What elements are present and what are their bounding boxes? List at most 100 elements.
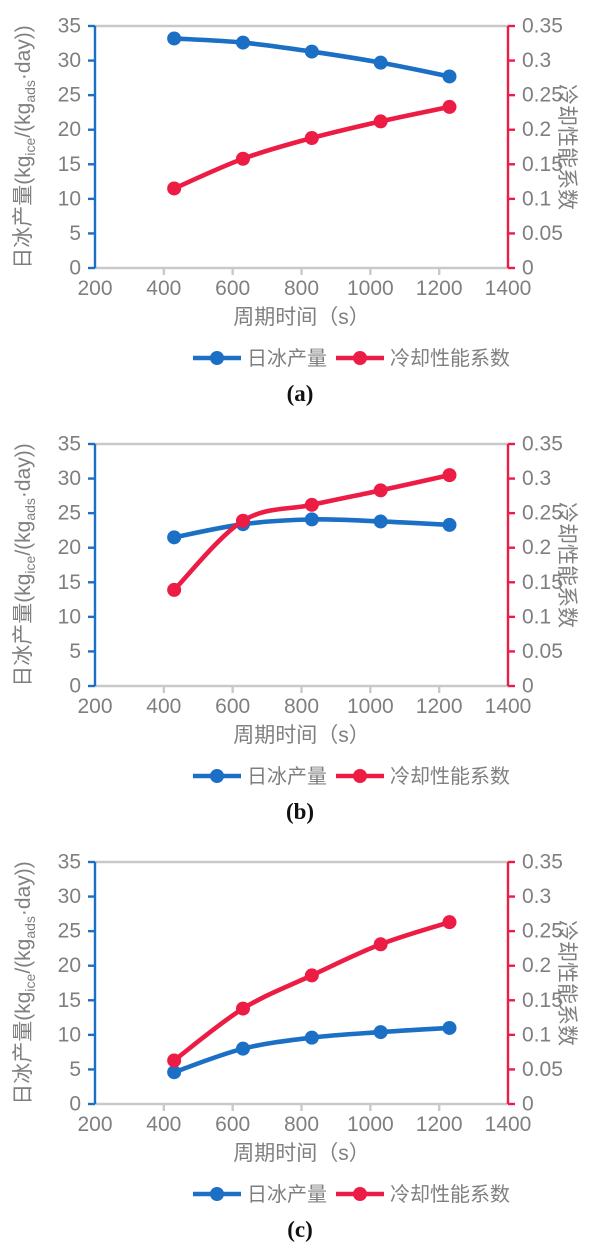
right-axis-title: 冷却性能系数	[555, 84, 578, 210]
right-tick-label: 0.2	[522, 954, 551, 977]
left-tick-label: 20	[58, 536, 81, 559]
data-point-cop	[373, 483, 388, 498]
legend-label: 日冰产量	[247, 347, 327, 370]
left-tick-label: 20	[58, 954, 81, 977]
legend-marker-dot	[210, 769, 224, 783]
legend-marker-dot	[353, 769, 367, 783]
ylabel-subscript: ads	[22, 80, 38, 103]
x-tick-label: 400	[146, 277, 181, 300]
x-tick-label: 400	[146, 695, 181, 718]
x-tick-label: 1200	[416, 1113, 463, 1136]
data-point-ice	[167, 1065, 182, 1080]
right-tick-label: 0.05	[522, 1058, 563, 1081]
x-tick-label: 1000	[347, 1113, 394, 1136]
left-tick-label: 10	[58, 605, 81, 628]
data-point-cop	[304, 497, 319, 512]
x-tick-label: 1200	[416, 695, 463, 718]
data-point-cop	[235, 513, 250, 528]
ylabel-segment: /(kg	[12, 521, 35, 556]
right-tick-label: 0.35	[522, 851, 563, 874]
ylabel-subscript: ice	[22, 973, 38, 991]
panel-c-caption: (c)	[287, 1217, 313, 1242]
left-tick-label: 35	[58, 851, 81, 874]
x-tick-label: 1000	[347, 277, 394, 300]
left-tick-label: 30	[58, 49, 81, 72]
data-point-ice	[304, 44, 319, 59]
data-point-cop	[442, 468, 457, 483]
left-tick-label: 0	[69, 675, 81, 698]
data-point-cop	[304, 968, 319, 983]
x-tick-label: 600	[215, 277, 250, 300]
data-point-cop	[235, 151, 250, 166]
ylabel-segment: 日冰产量(kg	[12, 156, 35, 269]
right-tick-label: 0	[522, 257, 534, 280]
series-line-cop	[171, 472, 452, 593]
x-tick-label: 600	[215, 1113, 250, 1136]
right-tick-label: 0.3	[522, 49, 551, 72]
right-tick-label: 0.15	[522, 153, 563, 176]
legend-marker-dot	[353, 351, 367, 365]
data-point-cop	[373, 937, 388, 952]
chart-a-canvas: 200 400 600 800 1000 1200 14000510152025303500…	[12, 15, 578, 371]
data-point-ice	[442, 69, 457, 84]
ylabel-segment: ·day))	[12, 443, 35, 498]
left-tick-label: 25	[58, 84, 81, 107]
right-tick-label: 0.2	[522, 118, 551, 141]
left-tick-label: 5	[69, 222, 81, 245]
left-tick-label: 30	[58, 885, 81, 908]
ylabel-segment: ·day))	[12, 25, 35, 80]
x-axis-title: 周期时间（s）	[233, 306, 370, 329]
data-point-ice	[304, 1030, 319, 1045]
left-axis-title: 日冰产量(kgice/(kgads·day))	[12, 861, 38, 1105]
x-tick-label: 1000	[347, 695, 394, 718]
ylabel-segment: 日冰产量(kg	[12, 574, 35, 687]
ylabel-segment: /(kg	[12, 103, 35, 138]
left-tick-label: 20	[58, 118, 81, 141]
ylabel-segment: ·day))	[12, 861, 35, 916]
right-tick-label: 0.05	[522, 222, 563, 245]
right-tick-label: 0.3	[522, 885, 551, 908]
left-tick-label: 0	[69, 257, 81, 280]
x-tick-label: 1200	[416, 277, 463, 300]
left-tick-label: 10	[58, 187, 81, 210]
ylabel-segment: /(kg	[12, 939, 35, 974]
left-tick-label: 15	[58, 571, 81, 594]
right-tick-label: 0.35	[522, 433, 563, 456]
legend-label: 冷却性能系数	[390, 1183, 510, 1206]
ylabel-subscript: ice	[22, 555, 38, 573]
chart-panel-a: 200 400 600 800 1000 1200 1400 0 5 10 15 20 25 30 35 0 0…	[0, 2, 600, 420]
legend-label: 冷却性能系数	[390, 765, 510, 788]
right-tick-label: 0.1	[522, 187, 551, 210]
chart-b-canvas: 200 400 600 800 1000 1200 14000510152025303500…	[12, 433, 578, 789]
data-point-ice	[167, 530, 182, 545]
legend-label: 日冰产量	[247, 1183, 327, 1206]
left-tick-label: 25	[58, 502, 81, 525]
data-point-cop	[304, 131, 319, 146]
right-tick-label: 0.25	[522, 502, 563, 525]
data-point-ice	[373, 514, 388, 529]
left-tick-label: 35	[58, 15, 81, 38]
data-point-ice	[304, 512, 319, 527]
left-tick-label: 25	[58, 920, 81, 943]
right-tick-label: 0.25	[522, 84, 563, 107]
data-point-cop	[442, 915, 457, 930]
x-tick-label: 800	[284, 277, 319, 300]
right-tick-label: 0.25	[522, 920, 563, 943]
data-point-ice	[373, 55, 388, 70]
data-point-cop	[373, 114, 388, 129]
x-tick-label: 200	[77, 1113, 112, 1136]
data-point-ice	[373, 1025, 388, 1040]
left-tick-label: 5	[69, 1058, 81, 1081]
x-axis-title: 周期时间（s）	[233, 724, 370, 747]
data-point-cop	[167, 1053, 182, 1068]
data-point-ice	[167, 31, 182, 46]
data-point-ice	[235, 1041, 250, 1056]
right-tick-label: 0.15	[522, 989, 563, 1012]
right-tick-label: 0.35	[522, 15, 563, 38]
series-line-cop	[171, 104, 452, 191]
legend-marker-dot	[353, 1187, 367, 1201]
panel-a-caption: (a)	[286, 381, 314, 406]
legend-label: 日冰产量	[247, 765, 327, 788]
left-axis-title: 日冰产量(kgice/(kgads·day))	[12, 25, 38, 269]
data-point-ice	[442, 517, 457, 532]
